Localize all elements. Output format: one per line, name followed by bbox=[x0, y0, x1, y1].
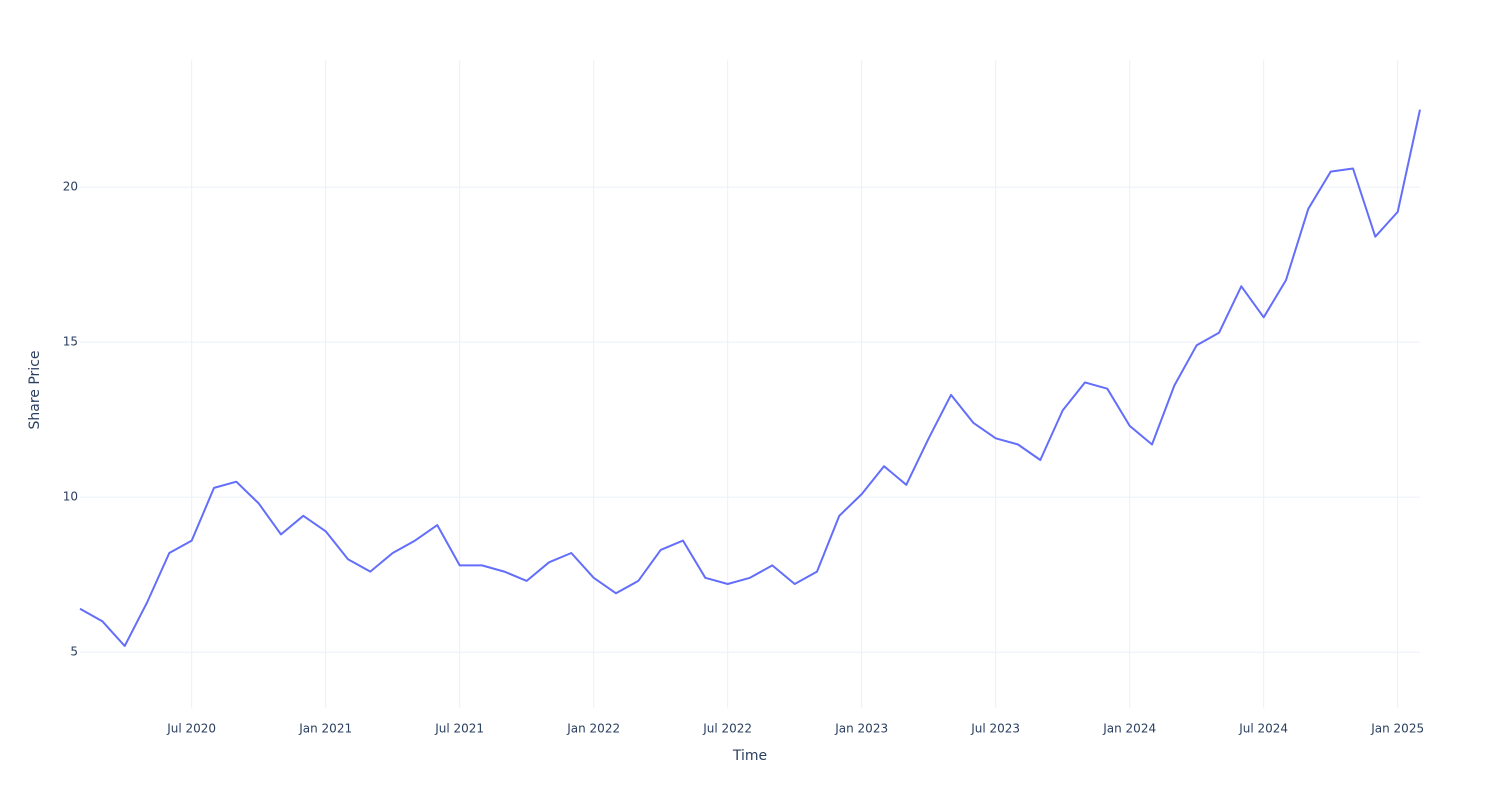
x-axis-title: Time bbox=[732, 748, 767, 764]
x-tick-label: Jul 2021 bbox=[434, 722, 484, 736]
x-tick-label: Jul 2022 bbox=[702, 722, 752, 736]
y-axis-title: Share Price bbox=[27, 350, 43, 429]
y-tick-label: 10 bbox=[63, 490, 78, 504]
y-tick-label: 5 bbox=[70, 645, 78, 659]
x-tick-label: Jan 2022 bbox=[566, 722, 620, 736]
x-tick-label: Jan 2024 bbox=[1102, 722, 1156, 736]
y-tick-label: 20 bbox=[63, 180, 78, 194]
x-tick-label: Jul 2020 bbox=[166, 722, 216, 736]
x-tick-label: Jan 2025 bbox=[1370, 722, 1424, 736]
x-tick-label: Jan 2021 bbox=[298, 722, 352, 736]
x-tick-label: Jul 2024 bbox=[1238, 722, 1288, 736]
price-line bbox=[79, 109, 1421, 647]
x-tick-label: Jul 2023 bbox=[970, 722, 1020, 736]
y-tick-label: 15 bbox=[63, 335, 78, 349]
x-tick-label: Jan 2023 bbox=[834, 722, 888, 736]
